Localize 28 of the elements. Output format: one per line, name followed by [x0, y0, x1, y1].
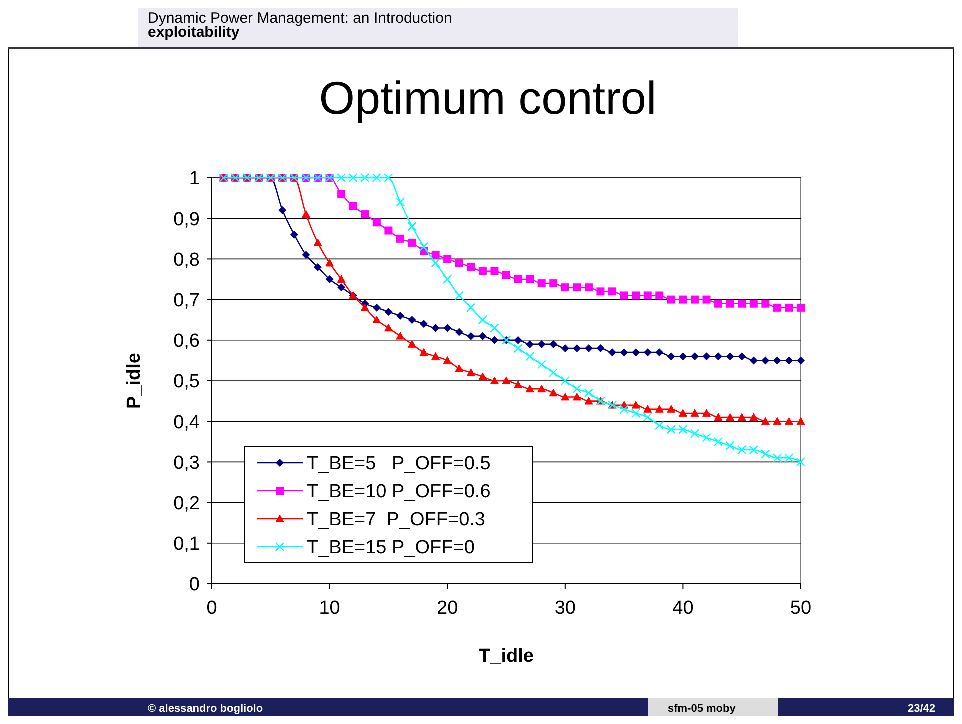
- chart-title: Optimum control: [319, 72, 657, 124]
- x-tick-label: 30: [554, 598, 576, 619]
- y-tick-label: 0: [189, 574, 200, 596]
- y-tick-label: 1: [189, 168, 200, 190]
- legend-label: T_BE=7 P_OFF=0.3: [307, 510, 486, 531]
- x-tick-label: 0: [206, 598, 218, 619]
- text: © alessandro bogliolo: [148, 703, 264, 715]
- x-tick-label: 50: [790, 598, 812, 619]
- text: Dynamic Power Management: an Introduction: [148, 10, 452, 27]
- legend-label: T_BE=10 P_OFF=0.6: [307, 482, 491, 503]
- text: 23/42: [908, 703, 936, 715]
- legend-label: T_BE=5 P_OFF=0.5: [307, 454, 491, 475]
- y-tick-label: 0,3: [174, 452, 200, 474]
- y-axis-title: P_idle: [124, 353, 145, 409]
- y-tick-label: 0,2: [174, 493, 200, 514]
- legend-label: T_BE=15 P_OFF=0: [307, 538, 475, 559]
- x-tick-label: 40: [672, 598, 694, 619]
- y-tick-label: 0,9: [174, 209, 200, 230]
- y-tick-label: 0,4: [174, 412, 200, 434]
- text: sfm-05 moby: [668, 703, 737, 715]
- x-tick-label: 10: [319, 598, 340, 619]
- x-axis-title: T_idle: [479, 646, 534, 667]
- y-tick-label: 0,7: [174, 290, 200, 312]
- y-tick-label: 0,6: [174, 331, 200, 352]
- y-tick-label: 0,1: [174, 534, 200, 556]
- y-tick-label: 0,8: [174, 250, 200, 271]
- x-tick-label: 20: [437, 598, 458, 619]
- y-tick-label: 0,5: [174, 372, 200, 393]
